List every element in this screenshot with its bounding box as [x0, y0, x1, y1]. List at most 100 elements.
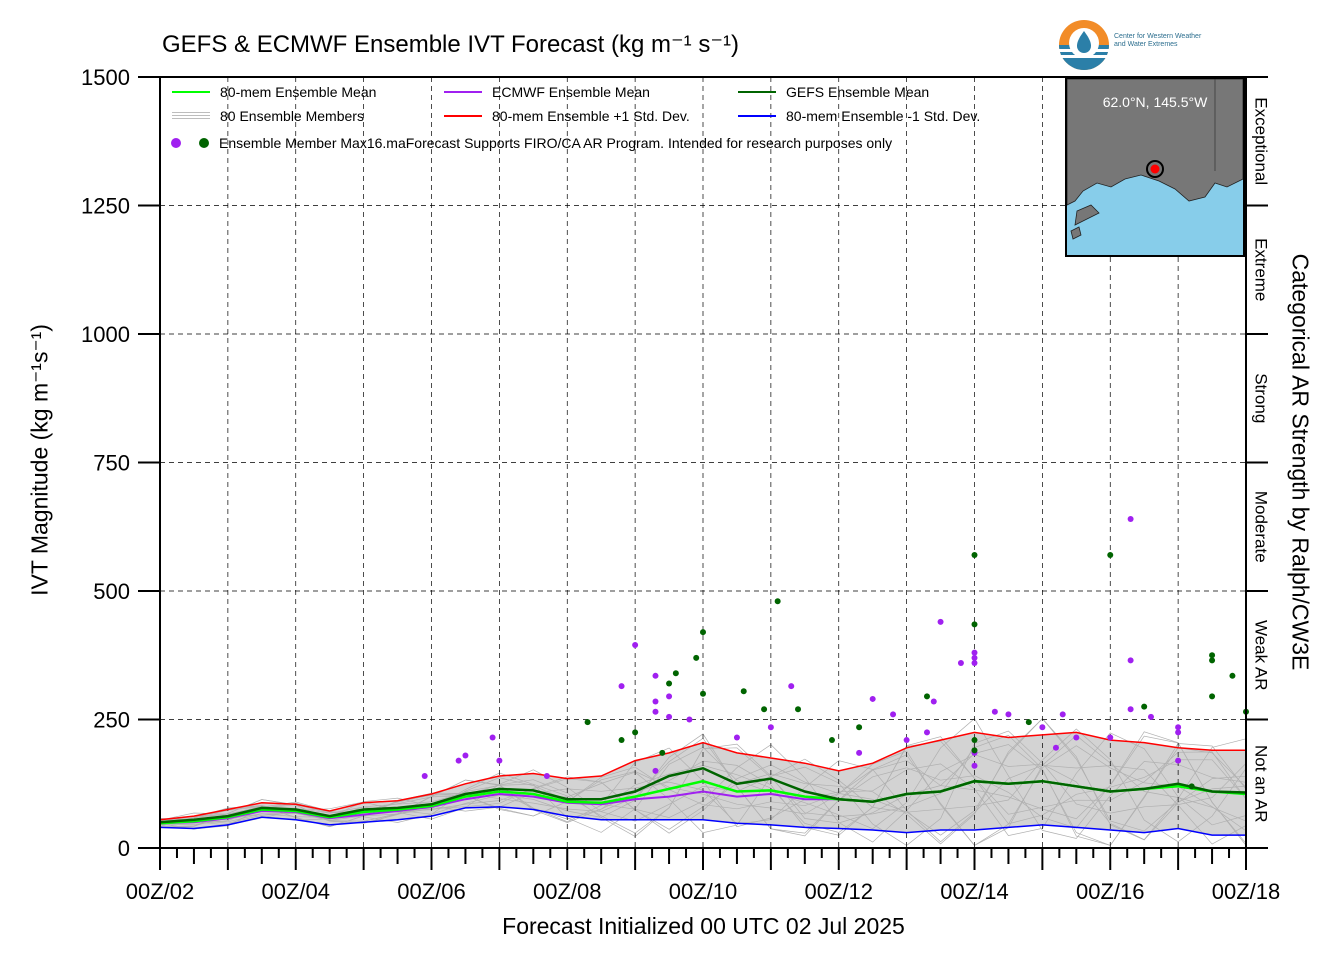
ecmwf-max-point: [788, 683, 795, 690]
ecmwf-max-point: [1052, 744, 1059, 751]
legend-swatch: [172, 91, 210, 93]
gefs-max-point: [923, 693, 930, 700]
ecmwf-max-point: [903, 737, 910, 744]
ecmwf-max-point: [991, 708, 998, 715]
right-axis-label: Categorical AR Strength by Ralph/CW3E: [1287, 253, 1314, 671]
legend-swatch: [444, 115, 482, 117]
ecmwf-max-point: [869, 695, 876, 702]
legend-item-ecmwf-mean: ECMWF Ensemble Mean: [444, 84, 650, 100]
ensemble-member-line: [159, 728, 1247, 843]
legend-swatch: [172, 111, 210, 121]
ecmwf-max-point: [971, 762, 978, 769]
ecmwf-max-point: [543, 773, 550, 780]
logo-text: Center for Western Weather and Water Ext…: [1114, 33, 1201, 49]
gefs-max-point: [1209, 657, 1216, 664]
location-dot: [1150, 164, 1160, 174]
legend-swatch: [738, 91, 776, 93]
ecmwf-max-point: [1175, 724, 1182, 731]
gefs-max-point: [659, 749, 666, 756]
y-tick-label: 0: [118, 836, 130, 861]
ecmwf-max-point: [462, 752, 469, 759]
ecmwf-max-point: [1039, 724, 1046, 731]
ecmwf-max-point: [652, 672, 659, 679]
ensemble-member-line: [159, 730, 1247, 846]
logo-text-line1: Center for Western Weather: [1114, 33, 1202, 40]
ensemble-member-line: [159, 734, 1247, 846]
legend-label: 80 Ensemble Members: [220, 108, 364, 124]
x-axis-label: Forecast Initialized 00 UTC 02 Jul 2025: [502, 913, 905, 939]
legend-swatch: [738, 115, 776, 117]
ecmwf-max-point: [652, 708, 659, 715]
gefs-max-point: [1209, 652, 1216, 659]
gefs-max-point: [774, 598, 781, 605]
ecmwf-max-point: [923, 729, 930, 736]
legend-item-member-max: Ensemble Member Max 16.maForecast Support…: [171, 135, 892, 151]
series-line: [159, 731, 1246, 821]
x-tick-label: 00Z/16: [1076, 879, 1145, 904]
inset-map: 62.0°N, 145.5°W: [1065, 77, 1245, 257]
ecmwf-max-point: [930, 698, 937, 705]
x-tick-label: 00Z/08: [533, 879, 602, 904]
ensemble-member-line: [159, 731, 1247, 844]
category-label: Not an AR: [1252, 745, 1271, 823]
ecmwf-max-point: [652, 767, 659, 774]
legend-item-ensemble-mean: 80-mem Ensemble Mean: [172, 84, 376, 100]
ecmwf-max-point: [1107, 734, 1114, 741]
ecmwf-max-point: [1059, 711, 1066, 718]
gefs-max-point: [828, 737, 835, 744]
legend-item-gefs-mean: GEFS Ensemble Mean: [738, 84, 929, 100]
ecmwf-max-point: [666, 693, 673, 700]
legend-item-plus-std: 80-mem Ensemble +1 Std. Dev.: [444, 108, 690, 124]
legend-dot-gefs: [199, 138, 209, 148]
ecmwf-max-point: [1147, 713, 1154, 720]
gefs-max-point: [971, 747, 978, 754]
gefs-max-point: [632, 729, 639, 736]
inset-location-label: 62.0°N, 145.5°W: [1102, 94, 1208, 110]
legend-label: Ensemble Member Max: [219, 135, 367, 151]
gefs-max-point: [761, 706, 768, 713]
ecmwf-max-point: [971, 659, 978, 666]
gefs-max-point: [584, 719, 591, 726]
legend-label: 80-mem Ensemble Mean: [220, 84, 377, 100]
ecmwf-max-point: [971, 649, 978, 656]
ecmwf-max-point: [618, 683, 625, 690]
ecmwf-max-point: [1127, 516, 1134, 523]
gefs-max-point: [971, 621, 978, 628]
legend-label: 80-mem Ensemble +1 Std. Dev.: [492, 108, 690, 124]
y-tick-label: 1500: [81, 65, 130, 90]
ecmwf-max-point: [666, 713, 673, 720]
y-tick-label: 500: [93, 579, 130, 604]
ecmwf-max-point: [1175, 757, 1182, 764]
ecmwf-max-point: [890, 711, 897, 718]
gefs-max-point: [740, 688, 747, 695]
legend-note: 16.maForecast Supports FIRO/CA AR Progra…: [366, 135, 893, 151]
category-label: Moderate: [1252, 491, 1271, 563]
ecmwf-max-point: [1127, 706, 1134, 713]
gefs-max-point: [1141, 703, 1148, 710]
category-label: Extreme: [1252, 238, 1271, 301]
ecmwf-max-point: [652, 698, 659, 705]
chart-title: GEFS & ECMWF Ensemble IVT Forecast (kg m…: [162, 31, 739, 58]
gefs-max-point: [666, 680, 673, 687]
gefs-max-point: [1229, 672, 1236, 679]
x-tick-label: 00Z/12: [805, 879, 874, 904]
gefs-max-point: [1107, 552, 1114, 559]
gefs-max-point: [700, 629, 706, 636]
ecmwf-max-point: [489, 734, 496, 741]
legend-item-members: 80 Ensemble Members: [172, 108, 364, 124]
x-tick-label: 00Z/18: [1212, 879, 1281, 904]
ecmwf-max-point: [632, 641, 639, 648]
ecmwf-max-point: [421, 773, 428, 780]
x-tick-label: 00Z/02: [126, 879, 195, 904]
ecmwf-max-point: [455, 757, 462, 764]
category-label: Exceptional: [1252, 97, 1271, 185]
ecmwf-max-point: [1005, 711, 1012, 718]
ecmwf-max-point: [496, 757, 503, 764]
alaska-map: [1067, 79, 1243, 240]
series-line: [159, 806, 1246, 836]
gefs-max-point: [795, 706, 802, 713]
location-marker: [1146, 160, 1164, 178]
logo-icon: [1059, 20, 1109, 70]
ecmwf-max-point: [1127, 657, 1134, 664]
